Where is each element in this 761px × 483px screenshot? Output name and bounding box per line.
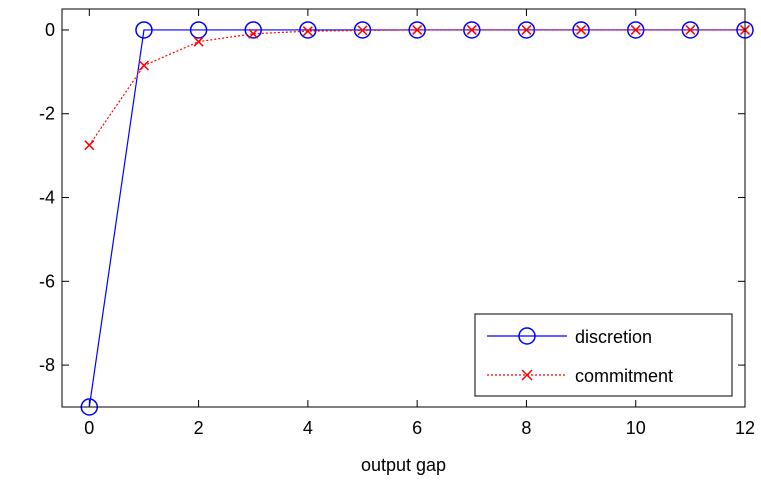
- point-discretion: [572, 21, 590, 39]
- y-tick-label: 0: [45, 20, 55, 40]
- x-tick-label: 10: [626, 418, 646, 438]
- point-discretion: [135, 21, 153, 39]
- x-tick-label: 12: [735, 418, 755, 438]
- point-discretion: [299, 21, 317, 39]
- point-commitment: [84, 140, 95, 151]
- point-discretion: [408, 21, 426, 39]
- point-commitment: [685, 24, 696, 35]
- point-discretion: [189, 21, 208, 39]
- y-tick-label: -6: [39, 271, 55, 291]
- plot-frame: [61, 8, 746, 408]
- series-layer: [80, 21, 754, 416]
- point-commitment: [630, 24, 641, 35]
- y-tick-label: -4: [39, 188, 55, 208]
- legend-marker-discretion: [518, 327, 536, 345]
- ticks-layer: 0 2 4 6 8 10 12 0 -2 -4 -6 -8: [39, 9, 755, 438]
- x-axis-label: output gap: [361, 455, 446, 475]
- legend-label-discretion: discretion: [575, 327, 652, 347]
- x-tick-label: 0: [84, 418, 94, 438]
- point-commitment: [576, 24, 587, 35]
- point-commitment: [357, 25, 368, 36]
- legend-box: [474, 313, 733, 397]
- y-tick-label: -8: [39, 355, 55, 375]
- x-tick-label: 4: [303, 418, 313, 438]
- y-tick-label: -2: [39, 104, 55, 124]
- series-line-commitment: [88, 29, 745, 146]
- point-discretion: [244, 21, 262, 39]
- x-tick-label: 2: [194, 418, 204, 438]
- point-commitment: [466, 24, 477, 35]
- point-commitment: [521, 24, 532, 35]
- x-tick-label: 8: [521, 418, 531, 438]
- x-tick-label: 6: [412, 418, 422, 438]
- legend: discretion commitment: [474, 313, 733, 397]
- point-commitment: [138, 60, 149, 71]
- point-commitment: [193, 36, 204, 47]
- legend-label-commitment: commitment: [575, 366, 673, 386]
- point-discretion: [463, 21, 481, 39]
- legend-marker-commitment: [521, 369, 533, 381]
- point-commitment: [302, 26, 313, 37]
- point-commitment: [412, 24, 423, 35]
- point-commitment: [248, 28, 259, 39]
